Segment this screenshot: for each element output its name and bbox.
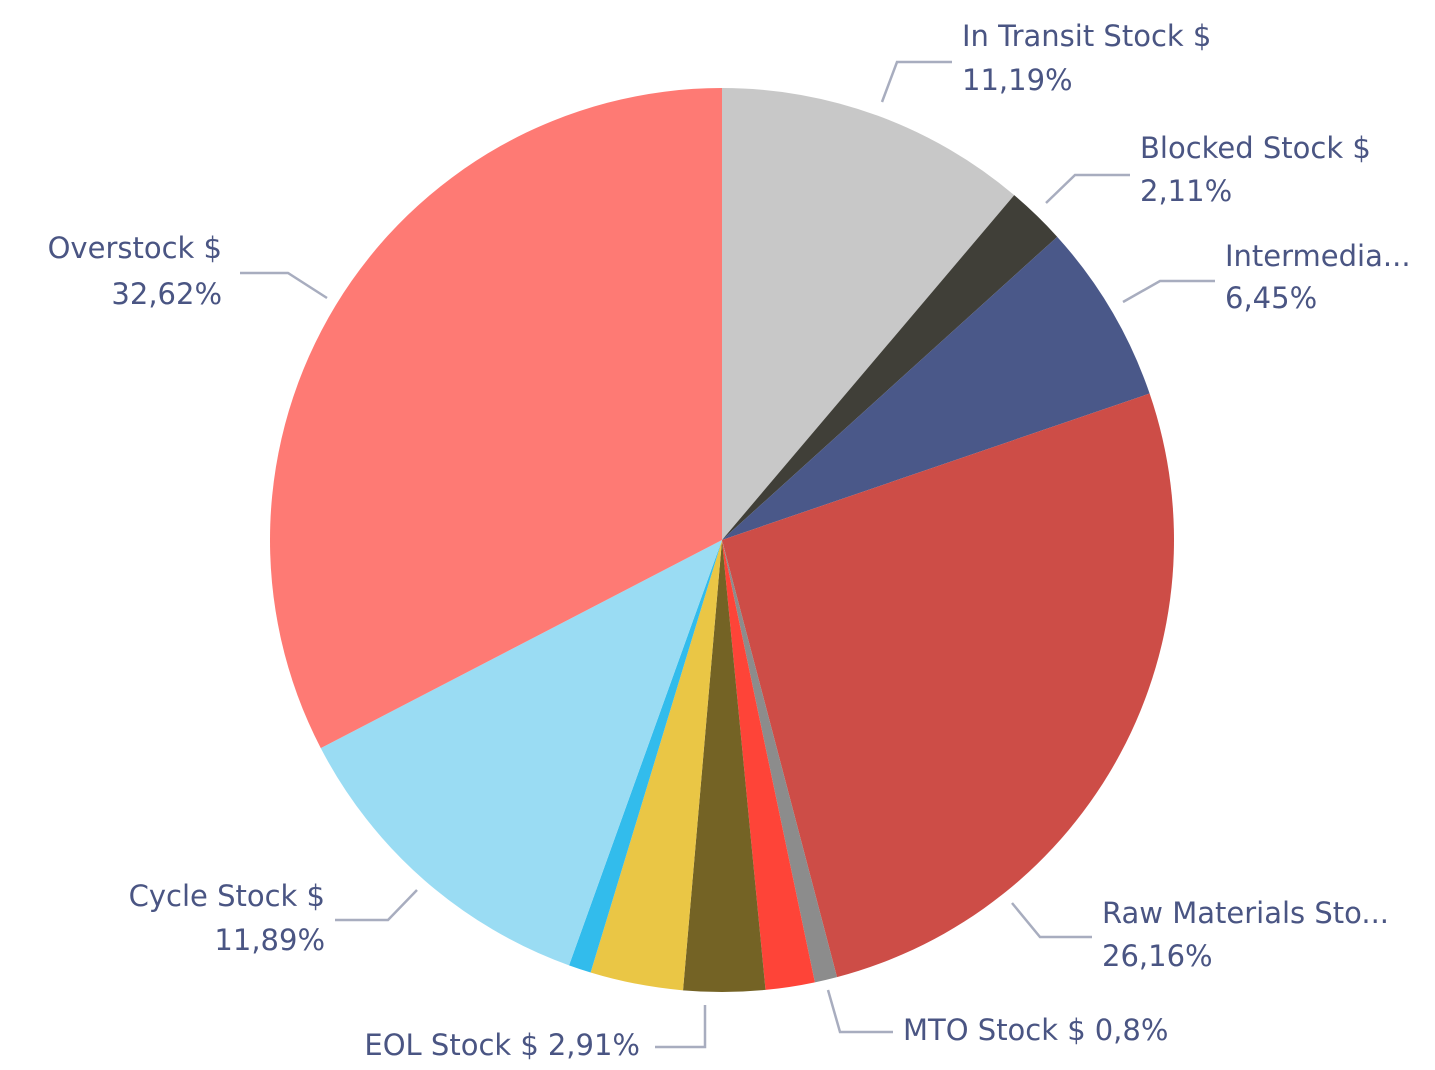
leader-line (335, 889, 418, 922)
pie-slice (722, 236, 1150, 540)
label-value: 0,8% (1095, 1013, 1169, 1047)
label-value: 11,89% (214, 923, 325, 957)
pie-slice (722, 393, 1174, 978)
leader-line (880, 60, 952, 103)
label-name: MTO Stock $ (903, 1013, 1086, 1047)
label-value: 2,11% (1140, 174, 1232, 208)
leader-line (655, 1005, 707, 1049)
leader-line (1045, 173, 1130, 204)
data-label: EOL Stock $ 2,91% (364, 1028, 640, 1062)
pie-slice (590, 540, 722, 991)
label-name: In Transit Stock $ (962, 19, 1211, 53)
label-name: Cycle Stock $ (129, 879, 325, 913)
pie-slice (722, 540, 815, 990)
pie-slice (722, 540, 838, 983)
label-name: EOL Stock $ (364, 1028, 538, 1062)
label-value: 6,45% (1225, 281, 1317, 315)
pie-slice (269, 88, 722, 749)
pie-slice (722, 88, 1015, 540)
leader-line (826, 989, 893, 1034)
label-value: 26,16% (1102, 939, 1213, 973)
pie-slice (722, 195, 1058, 540)
leader-line (1011, 902, 1092, 939)
leader-line (240, 271, 328, 300)
label-name: Blocked Stock $ (1140, 131, 1371, 165)
label-value: 11,19% (962, 63, 1073, 97)
label-name: Overstock $ (48, 231, 222, 265)
label-value: 2,91% (548, 1028, 640, 1062)
pie-slice (683, 540, 766, 992)
label-name: Intermedia... (1225, 239, 1411, 273)
pie-slice (569, 540, 722, 973)
pie-slice (320, 540, 722, 966)
label-value: 32,62% (111, 277, 222, 311)
leader-line (1122, 279, 1215, 304)
label-name: Raw Materials Sto... (1102, 896, 1389, 930)
data-label: MTO Stock $ 0,8% (903, 1013, 1168, 1047)
